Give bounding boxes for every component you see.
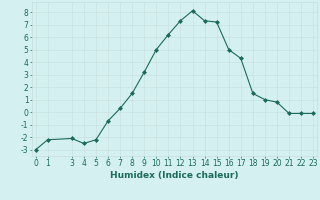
X-axis label: Humidex (Indice chaleur): Humidex (Indice chaleur) <box>110 171 239 180</box>
